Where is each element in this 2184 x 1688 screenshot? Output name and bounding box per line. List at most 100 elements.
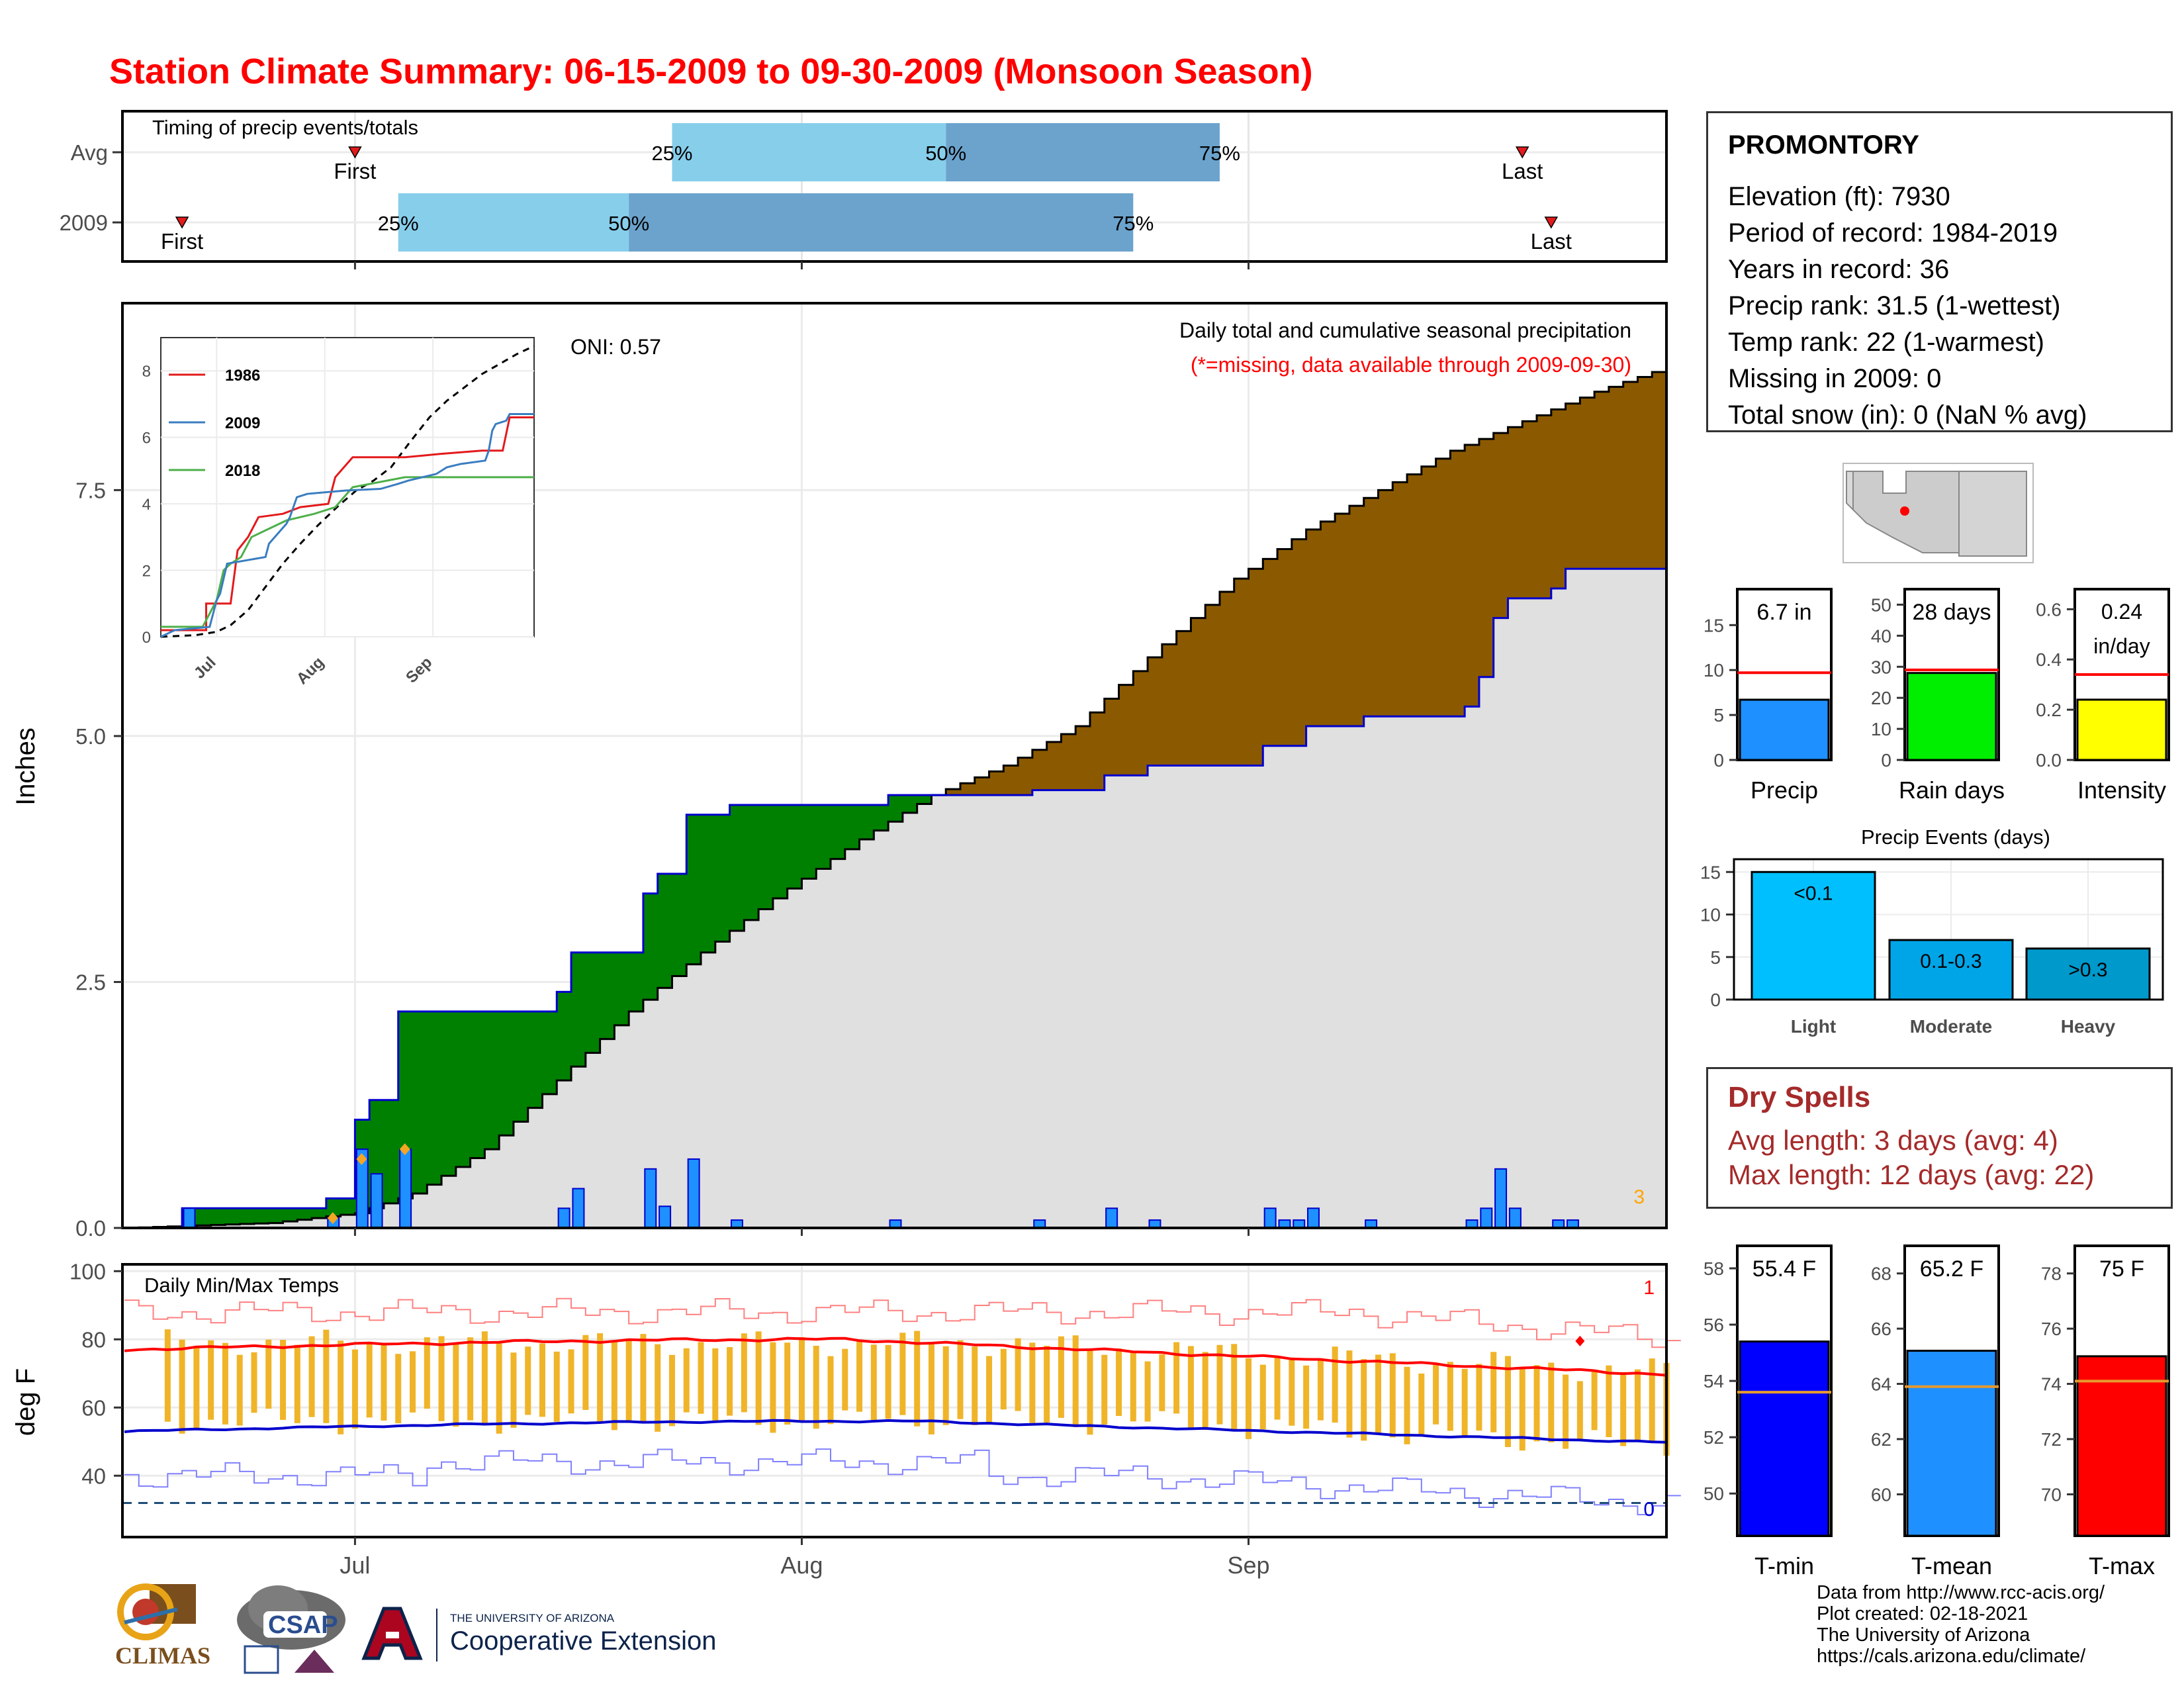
above-average-area	[253, 1208, 269, 1224]
small-bar-ytick-label: 30	[1871, 657, 1891, 677]
timing-label-last: Last	[1531, 229, 1572, 254]
missing-data-marker	[399, 1143, 410, 1156]
daily-temp-range-bar	[424, 1337, 430, 1409]
daily-temp-range-bar	[539, 1343, 545, 1417]
daily-temp-range-bar	[784, 1342, 791, 1425]
below-average-area	[1320, 521, 1336, 727]
below-average-area	[1378, 490, 1393, 717]
events-bar-label: <0.1	[1794, 882, 1833, 904]
daily-temp-range-bar	[899, 1333, 906, 1415]
temp-ytick-label: 60	[81, 1395, 106, 1420]
below-average-area	[946, 789, 961, 796]
precip-events-chart: Precip Events (days) 0 5 10 15 <0.1 Light 0.1-0…	[1700, 825, 2164, 1037]
daily-temp-range-bar	[510, 1352, 517, 1428]
temp-ytick-label: 80	[81, 1327, 106, 1352]
below-average-area	[974, 777, 990, 796]
events-ytick-label: 15	[1700, 862, 1721, 882]
below-average-area	[1148, 657, 1163, 766]
below-average-area	[1306, 529, 1321, 727]
above-average-area	[672, 873, 687, 976]
daily-temp-range-bar	[1116, 1348, 1122, 1417]
daily-temp-range-bar	[1072, 1335, 1079, 1427]
daily-temp-range-bar	[957, 1340, 964, 1419]
above-average-area	[196, 1208, 212, 1226]
below-average-area	[1465, 445, 1480, 707]
below-average-area	[1118, 684, 1134, 776]
temp-xtick-label: Aug	[780, 1552, 823, 1579]
station-location-marker	[1900, 506, 1909, 516]
summary-bar-charts: 0 5 10 15 6.7 in Precip 0 10 20 30 40 50 28 days Rain…	[1704, 588, 2170, 804]
above-average-area	[844, 804, 860, 849]
daily-temp-range-bar	[351, 1349, 358, 1429]
small-bar-ytick-label: 0.2	[2036, 700, 2062, 720]
timing-marker-first	[348, 146, 362, 159]
missing-count-label: 3	[1633, 1186, 1645, 1208]
below-average-area	[1565, 403, 1580, 569]
inset-legend-label: 1986	[225, 367, 260, 385]
average-min-temp-line	[124, 1419, 1667, 1444]
dry-spells-box: Dry Spells Avg length: 3 days (avg: 4) M…	[1706, 1067, 2173, 1209]
below-average-area	[1104, 698, 1120, 776]
daily-temp-range-bar	[1563, 1374, 1569, 1449]
events-ytick-label: 0	[1710, 990, 1721, 1010]
temp-panel-label: Daily Min/Max Temps	[144, 1274, 339, 1297]
precip-ytick-label: 2.5	[75, 970, 106, 994]
daily-temp-range-bar	[251, 1352, 257, 1413]
daily-temp-range-bar	[640, 1334, 647, 1423]
below-average-area	[1133, 671, 1148, 776]
below-average-area	[989, 771, 1004, 796]
above-average-area	[312, 1208, 327, 1219]
above-average-area	[744, 804, 759, 920]
footer-source: Data from http://www.rcc-acis.org/	[1817, 1582, 2105, 1603]
above-average-area	[715, 814, 731, 942]
daily-temp-range-bar	[1101, 1354, 1108, 1425]
small-bar-ytick-label: 54	[1704, 1371, 1724, 1391]
station-snow: Total snow (in): 0 (NaN % avg)	[1728, 400, 2087, 430]
temp-panel: Daily Min/Max Temps 1 0 40 60 80 100 Jul Aug Sep d…	[11, 1259, 1681, 1579]
below-average-area	[1248, 569, 1263, 766]
daily-temp-range-bar	[1418, 1373, 1425, 1435]
events-ytick-label: 5	[1710, 947, 1721, 968]
timing-bar-dark	[946, 123, 1220, 181]
daily-precip-bar	[1105, 1207, 1118, 1229]
above-average-area	[240, 1208, 255, 1225]
timing-bar-light	[672, 123, 946, 181]
daily-temp-range-bar	[842, 1348, 848, 1411]
below-average-area	[1263, 559, 1278, 746]
above-average-area	[600, 952, 615, 1039]
above-average-area	[326, 1198, 341, 1217]
station-years: Years in record: 36	[1728, 255, 1950, 284]
small-bar-ytick-label: 64	[1871, 1374, 1891, 1395]
daily-temp-range-bar	[1620, 1372, 1627, 1446]
daily-temp-range-bar	[1649, 1358, 1655, 1442]
above-average-area	[455, 1011, 471, 1167]
below-average-area	[1493, 433, 1509, 618]
small-bar-ytick-label: 68	[1871, 1264, 1891, 1284]
below-average-area	[1032, 749, 1048, 790]
below-average-area	[1176, 631, 1192, 766]
daily-temp-range-bar	[1404, 1366, 1410, 1444]
small-bar-ytick-label: 15	[1704, 615, 1724, 635]
below-average-area	[1522, 421, 1537, 598]
daily-temp-range-bar	[1159, 1354, 1165, 1411]
small-bar-value-label: 75 F	[2099, 1256, 2144, 1282]
daily-temp-range-bar	[986, 1356, 993, 1423]
timing-bar-dark	[629, 193, 1134, 252]
below-average-area	[1277, 549, 1293, 746]
ua-block-a-icon: THE UNIVERSITY OF ARIZONA Cooperative Ex…	[361, 1607, 716, 1662]
above-average-area	[816, 804, 831, 869]
precip-ylabel: Inches	[11, 727, 40, 806]
above-average-area	[527, 1011, 543, 1108]
timing-marker-last	[1515, 146, 1529, 159]
below-average-area	[1421, 466, 1437, 717]
small-bar-ytick-label: 0.0	[2036, 750, 2062, 771]
below-average-area	[1508, 427, 1523, 598]
daily-temp-range-bar	[1375, 1354, 1381, 1434]
station-elevation: Elevation (ft): 7930	[1728, 182, 1950, 211]
small-bar-value-unit: in/day	[2093, 634, 2150, 658]
daily-temp-range-bar	[1187, 1346, 1194, 1428]
daily-temp-range-bar	[438, 1336, 445, 1421]
below-average-area	[1479, 439, 1494, 677]
daily-temp-range-bar	[236, 1354, 243, 1426]
